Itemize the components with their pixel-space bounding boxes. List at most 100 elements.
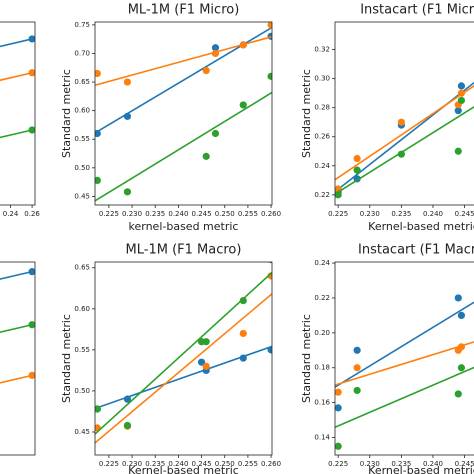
- y-tick-label: 0.22: [314, 294, 330, 302]
- point: [95, 176, 101, 185]
- point: [353, 154, 361, 163]
- point: [353, 346, 361, 354]
- point: [239, 101, 247, 109]
- fit-line: [95, 91, 272, 202]
- x-tick-label: 0.260: [261, 210, 281, 218]
- axes-frame: [94, 21, 273, 206]
- y-tick-label: 0.24: [314, 259, 330, 267]
- x-tick-label: 0.230: [360, 460, 380, 468]
- x-axis-label: Kernel-based metric: [368, 464, 474, 474]
- x-tick-label: 0.255: [238, 460, 258, 468]
- y-tick-label: 0.22: [314, 191, 330, 199]
- point: [95, 405, 101, 413]
- point: [397, 150, 405, 158]
- x-tick-label: 0.225: [99, 460, 119, 468]
- point: [454, 106, 462, 115]
- axes-frame: [0, 261, 36, 456]
- x-tick-label: 0.225: [328, 460, 348, 468]
- x-axis-label: kernel-based metric: [129, 220, 239, 233]
- y-tick-label: 0.60: [74, 305, 90, 313]
- y-tick-label: 0.55: [74, 346, 90, 354]
- point: [28, 126, 35, 134]
- y-tick-label: 0.32: [314, 46, 330, 54]
- axes-frame: [334, 21, 474, 206]
- point: [197, 358, 206, 366]
- y-tick-label: 0.20: [314, 329, 330, 337]
- point: [202, 338, 210, 346]
- point: [335, 191, 342, 199]
- y-tick-label: 0.14: [314, 434, 330, 442]
- plot-area: [0, 268, 35, 384]
- plot-area: [95, 262, 272, 444]
- y-axis-label: Standard metric: [60, 69, 73, 158]
- point: [457, 343, 466, 351]
- axes-frame: [94, 261, 273, 456]
- y-tick-label: 0.26: [314, 133, 330, 141]
- x-tick-label: 0.225: [328, 210, 348, 218]
- y-tick-label: 0.45: [74, 192, 90, 200]
- x-tick-label: 0.240: [423, 210, 443, 218]
- point: [123, 421, 132, 430]
- point: [353, 386, 361, 395]
- y-tick-label: 0.70: [74, 49, 90, 57]
- x-tick-label: 0.255: [238, 210, 258, 218]
- point: [28, 69, 35, 77]
- y-tick-label: 0.65: [74, 78, 90, 86]
- y-tick-label: 0.65: [74, 264, 90, 272]
- x-tick-label: 0.250: [215, 460, 235, 468]
- point: [28, 371, 35, 379]
- x-axis-label: Kernel-based metric: [128, 464, 239, 474]
- y-tick-label: 0.45: [74, 428, 90, 436]
- point: [239, 41, 247, 49]
- point: [123, 112, 132, 120]
- y-tick-label: 0.60: [74, 107, 90, 115]
- x-tick-label: 0.235: [391, 460, 411, 468]
- point: [202, 362, 210, 370]
- point: [267, 72, 272, 80]
- x-tick-label: 0.245: [455, 210, 474, 218]
- x-tick-label: 0.250: [215, 210, 235, 218]
- plot-area: [335, 81, 474, 199]
- y-axis-label: Standard metric: [300, 314, 313, 403]
- point: [28, 321, 35, 329]
- x-tick-label: 0.240: [423, 460, 443, 468]
- point: [457, 82, 466, 90]
- point: [454, 294, 462, 302]
- point: [457, 364, 466, 372]
- plot-area: [335, 294, 474, 450]
- point: [123, 78, 132, 86]
- y-tick-label: 0.24: [314, 162, 330, 170]
- fit-line: [0, 270, 33, 280]
- y-tick-label: 0.18: [314, 364, 330, 372]
- x-tick-label: 0.230: [360, 210, 380, 218]
- point: [28, 35, 35, 43]
- x-tick-label: 0.245: [192, 460, 212, 468]
- x-tick-label: 0.235: [145, 210, 165, 218]
- point: [211, 129, 220, 138]
- chart-title: ML-1M (F1 Micro): [128, 3, 240, 18]
- fit-line: [0, 72, 33, 82]
- y-tick-label: 0.55: [74, 135, 90, 143]
- x-tick-label: 0.24: [3, 210, 19, 218]
- x-tick-label: 0.245: [192, 210, 212, 218]
- fit-line: [95, 293, 272, 444]
- x-tick-label: 0.245: [455, 460, 474, 468]
- point: [397, 118, 405, 126]
- y-tick-label: 0.50: [74, 164, 90, 172]
- point: [267, 346, 272, 354]
- point: [202, 67, 210, 75]
- y-tick-label: 0.16: [314, 399, 330, 407]
- point: [454, 147, 462, 155]
- plot-area: [95, 22, 272, 202]
- y-axis-label: Standard metric: [300, 69, 313, 158]
- x-tick-label: 0.26: [24, 210, 40, 218]
- x-tick-label: 0.260: [261, 460, 281, 468]
- fit-line: [0, 374, 33, 384]
- chart-title: ML-1M (F1 Macro): [126, 243, 242, 258]
- point: [267, 22, 272, 29]
- fit-line: [95, 271, 272, 435]
- point: [335, 442, 342, 450]
- point: [353, 166, 361, 174]
